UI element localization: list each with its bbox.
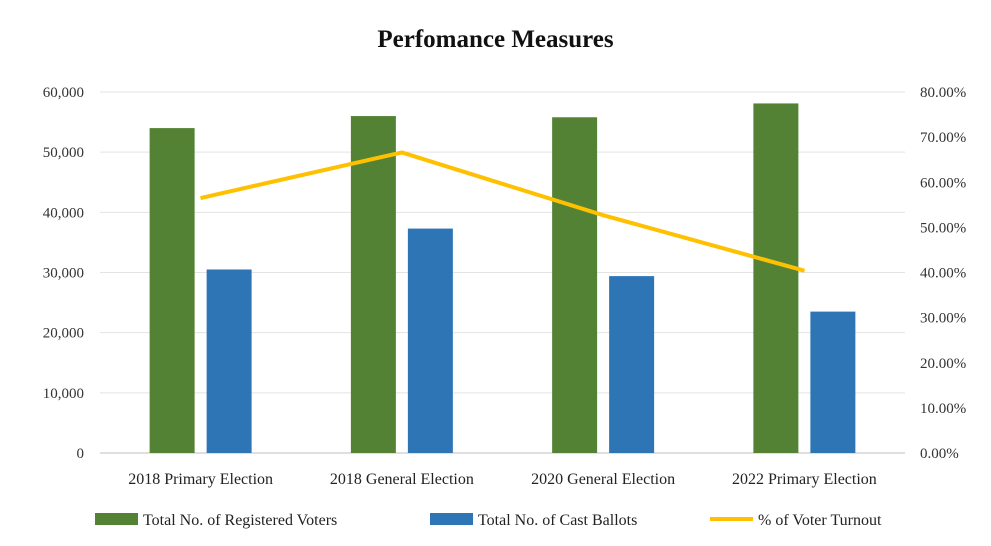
y-right-tick-label: 40.00% <box>920 266 966 282</box>
legend-label: Total No. of Cast Ballots <box>478 512 637 529</box>
y-left-tick-label: 0 <box>77 446 85 462</box>
bar-registered-voters <box>552 117 598 454</box>
category-label: 2022 Primary Election <box>732 471 877 488</box>
legend-swatch <box>95 513 138 525</box>
bar-registered-voters <box>753 103 799 453</box>
bar-cast-ballots <box>810 311 856 453</box>
legend-label: Total No. of Registered Voters <box>143 512 337 529</box>
y-left-tick-label: 20,000 <box>43 326 84 342</box>
y-right-tick-label: 50.00% <box>920 220 966 236</box>
bar-cast-ballots <box>609 276 655 453</box>
y-right-tick-label: 10.00% <box>920 401 966 417</box>
y-right-tick-label: 20.00% <box>920 356 966 372</box>
y-right-tick-label: 70.00% <box>920 130 966 146</box>
category-label: 2020 General Election <box>531 471 675 488</box>
y-left-tick-label: 60,000 <box>43 85 84 101</box>
y-right-tick-label: 60.00% <box>920 175 966 191</box>
y-left-tick-label: 30,000 <box>43 266 84 282</box>
y-right-tick-label: 0.00% <box>920 446 959 462</box>
legend-swatch <box>430 513 473 525</box>
y-left-tick-label: 10,000 <box>43 386 84 402</box>
turnout-point <box>602 214 604 216</box>
turnout-point <box>200 197 202 199</box>
y-left-tick-label: 50,000 <box>43 145 84 161</box>
bar-cast-ballots <box>206 269 252 453</box>
category-label: 2018 Primary Election <box>128 471 273 488</box>
turnout-point <box>401 151 403 153</box>
legend-label: % of Voter Turnout <box>758 512 882 529</box>
category-label: 2018 General Election <box>330 471 474 488</box>
y-right-tick-label: 30.00% <box>920 311 966 327</box>
turnout-line <box>200 150 805 273</box>
bar-registered-voters <box>350 116 396 454</box>
y-left-tick-label: 40,000 <box>43 205 84 221</box>
chart-title: Perfomance Measures <box>377 26 614 53</box>
turnout-point <box>803 270 805 272</box>
bar-registered-voters <box>149 128 195 453</box>
y-right-tick-label: 80.00% <box>920 85 966 101</box>
bar-cast-ballots <box>407 228 453 453</box>
